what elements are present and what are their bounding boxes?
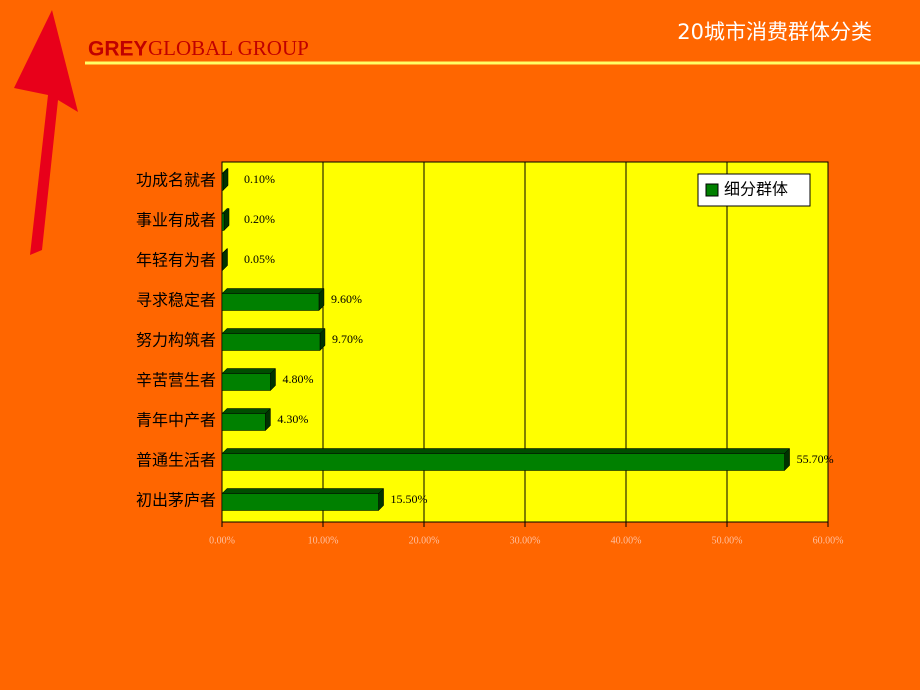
bar-top [221,448,791,454]
value-label: 9.60% [331,292,362,306]
y-tick-label: 年轻有为者 [136,252,216,270]
bar [221,293,320,311]
value-label: 9.70% [332,332,363,346]
bar [221,493,379,511]
bar-top [221,328,326,334]
value-label: 15.50% [391,492,428,506]
x-tick-label: 0.00% [209,535,235,546]
value-label: 4.30% [277,412,308,426]
value-label: 4.80% [282,372,313,386]
bar-top [221,288,325,294]
y-tick-label: 寻求稳定者 [136,292,216,310]
value-label: 0.10% [244,172,275,186]
legend-swatch [705,183,719,197]
logo-text: GLOBAL GROUP [148,36,309,60]
x-tick-label: 60.00% [813,535,844,546]
y-tick-label: 普通生活者 [136,452,216,470]
x-tick-label: 50.00% [712,535,743,546]
x-tick-label: 40.00% [611,535,642,546]
bar-top [221,368,277,374]
bar [221,253,223,271]
x-tick-label: 30.00% [510,535,541,546]
bar [221,453,785,471]
y-tick-label: 努力构筑者 [136,332,216,350]
bar-top [221,408,272,414]
x-tick-label: 10.00% [308,535,339,546]
x-tick-label: 20.00% [409,535,440,546]
y-tick-label: 功成名就者 [136,172,216,190]
bar [221,373,271,391]
bar-top [221,488,385,494]
arrow-logo [14,10,78,255]
bar [221,213,225,231]
logo-bold: GREY [88,38,148,61]
value-label: 55.70% [797,452,834,466]
legend-label: 细分群体 [724,181,788,199]
y-tick-label: 初出茅庐者 [136,492,216,510]
bar [221,333,321,351]
slide-title: 20城市消费群体分类 [677,20,872,44]
y-tick-label: 事业有成者 [136,212,216,230]
y-tick-label: 辛苦营生者 [136,372,216,390]
value-label: 0.05% [244,252,275,266]
y-tick-label: 青年中产者 [136,412,216,430]
bar [221,413,266,431]
value-label: 0.20% [244,212,275,226]
bar [221,173,224,191]
